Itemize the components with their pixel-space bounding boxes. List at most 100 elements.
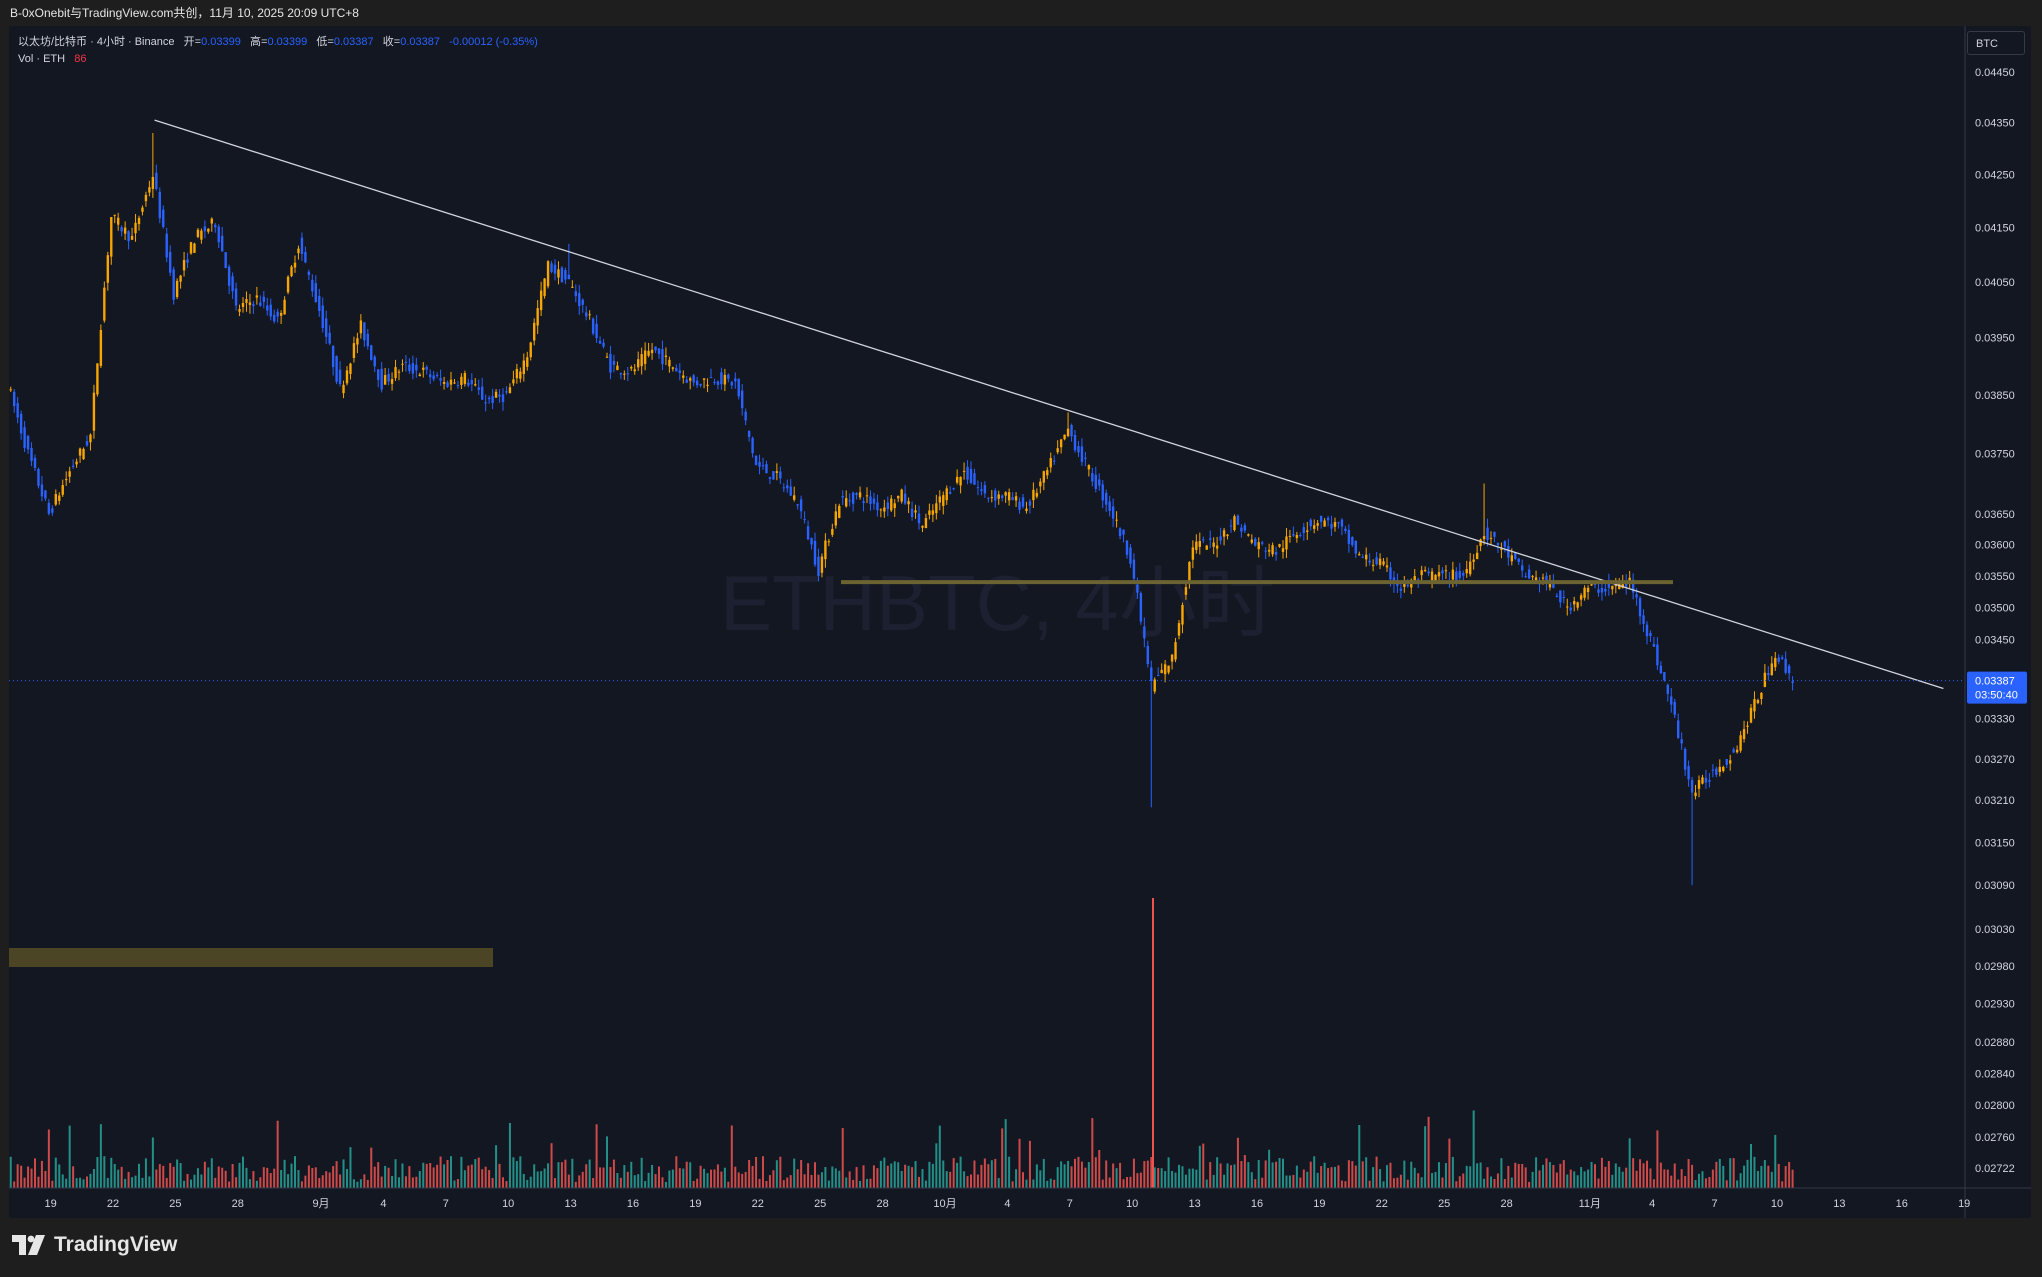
candle-body <box>47 502 51 514</box>
candle <box>1430 568 1434 589</box>
candle-body <box>1566 606 1569 608</box>
candle-body <box>290 266 293 277</box>
volume-bar <box>1306 1171 1309 1188</box>
candle-body <box>751 437 754 454</box>
chart-frame[interactable] <box>9 26 2031 1218</box>
volume-bar <box>82 1179 85 1188</box>
candle <box>300 232 304 261</box>
volume-bar <box>893 1161 896 1188</box>
candle-body <box>789 486 792 496</box>
volume-bar <box>824 1167 827 1188</box>
candle <box>1215 536 1219 558</box>
candle <box>997 490 1000 505</box>
legend-volume-label[interactable]: Vol · ETH <box>18 53 66 65</box>
candle <box>529 341 532 361</box>
candle-body <box>196 229 200 237</box>
tradingview-logo[interactable]: TradingView <box>12 1233 177 1257</box>
volume-bar <box>1500 1158 1503 1188</box>
candle <box>595 314 598 343</box>
legend-close-value: 0.03387 <box>400 36 440 48</box>
candle-body <box>9 389 12 391</box>
candle <box>949 486 952 495</box>
volume-bar <box>970 1174 972 1188</box>
candle <box>345 366 349 386</box>
volume-bar <box>1226 1163 1229 1188</box>
candle <box>983 481 987 498</box>
volume-bar <box>429 1162 432 1188</box>
candle <box>318 288 321 317</box>
volume-bar <box>238 1162 241 1188</box>
volume-bar <box>966 1176 969 1188</box>
time-axis-tick: 9月 <box>312 1198 329 1210</box>
candle-body <box>848 500 851 502</box>
candle <box>737 378 740 400</box>
volume-bar <box>1521 1163 1524 1188</box>
volume-bar <box>398 1177 400 1188</box>
candle-body <box>619 373 623 375</box>
candle-body <box>30 447 33 461</box>
candle <box>439 369 442 386</box>
volume-bar <box>1060 1161 1063 1188</box>
volume-bar <box>1039 1170 1042 1188</box>
volume-bar <box>1424 1126 1427 1188</box>
candle-body <box>737 378 740 397</box>
candle-body <box>834 511 837 526</box>
candle-body <box>1118 528 1122 537</box>
currency-button[interactable]: BTC <box>1967 31 2025 55</box>
candle-body <box>699 383 702 386</box>
volume-bar <box>1119 1162 1122 1188</box>
volume-bar <box>1309 1161 1312 1188</box>
volume-bar <box>1750 1143 1752 1188</box>
candle-body <box>297 248 300 254</box>
candle-body <box>37 468 40 486</box>
candle-body <box>1444 570 1448 572</box>
candle <box>602 338 605 349</box>
candle <box>1181 602 1184 634</box>
candle <box>1025 501 1028 514</box>
candle <box>1375 551 1378 566</box>
legend-symbol[interactable]: 以太坊/比特币 · 4小时 · Binance <box>18 36 175 48</box>
candle-body <box>817 556 820 576</box>
volume-bar <box>502 1177 504 1188</box>
candle <box>987 497 990 503</box>
volume-bar <box>675 1156 678 1188</box>
candle-body <box>1340 519 1344 527</box>
volume-bar <box>1243 1154 1246 1188</box>
volume-bar <box>952 1158 955 1188</box>
candle-body <box>536 308 539 326</box>
volume-bar <box>1628 1138 1631 1188</box>
candle-body <box>200 230 203 240</box>
candle-body <box>612 360 616 365</box>
candle <box>1053 455 1056 465</box>
candle <box>1642 609 1645 633</box>
legend-high-label: 高= <box>250 36 268 48</box>
candle-body <box>345 370 349 384</box>
candle <box>626 367 629 382</box>
price-axis-tick: 0.03450 <box>1975 634 2015 646</box>
volume-bar <box>914 1161 917 1188</box>
volume-bar <box>876 1168 879 1188</box>
candle-body <box>182 260 186 271</box>
candle <box>1011 492 1014 501</box>
volume-bar <box>1455 1181 1458 1188</box>
candle-body <box>207 228 210 232</box>
candle-body <box>259 302 262 306</box>
volume-bar <box>1136 1173 1139 1188</box>
candle <box>1184 581 1188 600</box>
time-axis-tick: 10月 <box>933 1198 956 1210</box>
candle <box>1309 518 1312 531</box>
highlight-zone <box>9 948 493 967</box>
candle <box>1243 522 1247 533</box>
candle <box>1326 515 1330 527</box>
footer-bar <box>0 1218 2042 1277</box>
candle-body <box>1222 530 1226 537</box>
volume-bar <box>682 1168 685 1188</box>
candle-body <box>976 487 980 489</box>
volume-bar <box>491 1177 494 1188</box>
candle-body <box>1576 602 1579 608</box>
volume-bar <box>1656 1130 1659 1188</box>
volume-bar <box>1046 1180 1049 1188</box>
candle <box>1420 565 1423 581</box>
candle-body <box>1749 707 1753 723</box>
